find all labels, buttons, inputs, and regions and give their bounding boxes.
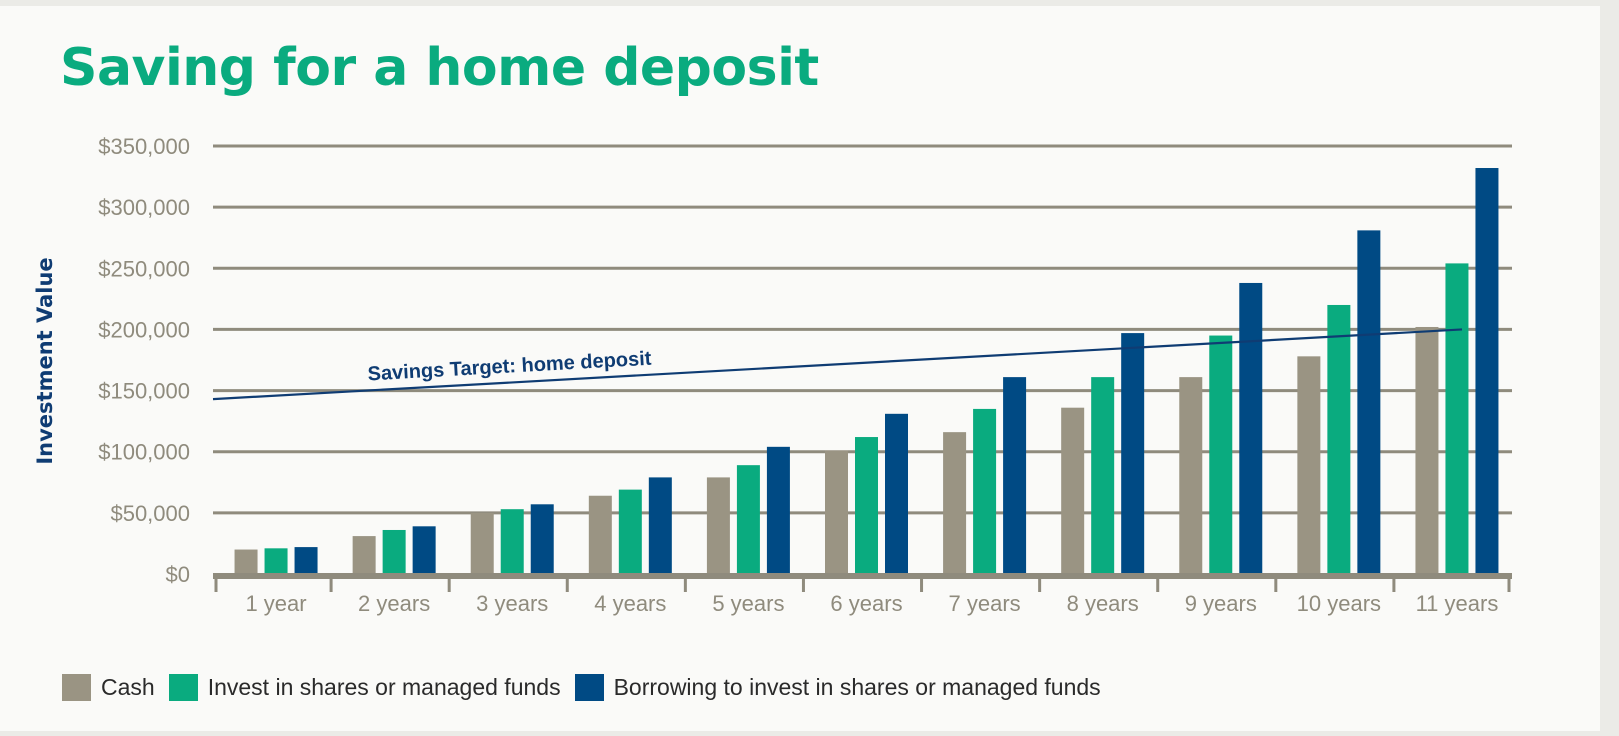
target-line-group: Savings Target: home deposit [212,328,1463,401]
x-tick-label: 2 years [358,591,430,616]
bar-cash [706,477,730,574]
legend-swatch-shares [168,674,198,701]
bar-shares [382,529,406,574]
bar-borrowing [1475,168,1499,575]
bar-borrowing [766,446,790,574]
bar-borrowing [648,477,672,574]
bar-cash [1061,407,1085,574]
bar-shares [1445,263,1469,574]
bar-cash [588,495,612,574]
y-tick-label: $250,000 [98,256,190,281]
target-line [212,328,1463,401]
bar-shares [855,437,878,574]
x-tick-label: 4 years [594,591,666,616]
y-tick-label: $300,000 [98,195,190,220]
bar-borrowing [294,547,318,574]
legend: Cash Invest in shares or managed funds B… [62,674,1115,701]
legend-item-cash: Cash [62,674,155,701]
bar-borrowing [1239,282,1263,574]
y-tick-label: $150,000 [98,379,190,404]
target-line-label: Savings Target: home deposit [367,348,652,386]
bar-shares [500,509,524,574]
x-tick-label: 10 years [1297,591,1381,616]
legend-item-borrowing: Borrowing to invest in shares or managed… [574,674,1101,701]
x-tick-label: 6 years [830,591,902,616]
x-tick-label: 1 year [245,591,306,616]
x-tick-label: 3 years [476,591,548,616]
legend-swatch-borrowing [574,674,604,701]
bars [234,168,1499,575]
bar-cash [1179,377,1203,574]
legend-swatch-cash [62,674,91,701]
bar-borrowing [530,504,554,574]
y-axis-ticks: $0 $50,000 $100,000 $150,000 $200,000 $250,00… [98,134,190,587]
legend-label-borrowing: Borrowing to invest in shares or managed… [613,674,1101,700]
x-tick-label: 11 years [1416,591,1499,616]
y-tick-label: $350,000 [98,134,190,159]
bar-shares [1209,335,1233,574]
bar-shares [1091,377,1115,574]
bar-shares [1327,304,1351,574]
x-tick-label: 8 years [1067,591,1139,616]
bar-shares [264,548,288,574]
bar-shares [973,408,997,574]
bar-cash [352,536,376,574]
y-tick-label: $100,000 [98,440,190,465]
chart-panel: Saving for a home deposit $0 $50,000 $100,… [0,6,1600,731]
bar-cash [825,450,848,574]
bar-borrowing [412,526,436,574]
x-axis-ticks: 1 year 2 years 3 years 4 years 5 years 6 year… [245,591,1498,616]
y-tick-label: $200,000 [98,317,190,342]
x-axis-line [213,573,1512,579]
bar-cash [1415,326,1439,574]
y-tick-label: $50,000 [110,501,190,526]
bar-cash [943,432,967,574]
bar-cash [1297,356,1321,574]
bar-borrowing [1357,230,1381,574]
x-axis [213,573,1512,592]
bar-borrowing [1121,333,1145,574]
legend-label-cash: Cash [101,674,155,700]
bar-cash [234,549,258,574]
bar-borrowing [1003,377,1027,574]
y-tick-label: $0 [166,562,190,587]
bar-cash [470,512,494,574]
x-tick-label: 5 years [712,591,784,616]
bar-borrowing [885,413,908,574]
y-axis-label: Investment Value [33,257,57,464]
legend-label-shares: Invest in shares or managed funds [207,674,561,700]
x-tick-label: 7 years [949,591,1021,616]
bar-shares [736,465,760,574]
chart-title: Saving for a home deposit [60,38,819,98]
legend-item-shares: Invest in shares or managed funds [168,674,561,701]
bar-chart: $0 $50,000 $100,000 $150,000 $200,000 $250,00… [33,134,1512,616]
bar-shares [618,489,642,574]
x-tick-label: 9 years [1185,591,1257,616]
